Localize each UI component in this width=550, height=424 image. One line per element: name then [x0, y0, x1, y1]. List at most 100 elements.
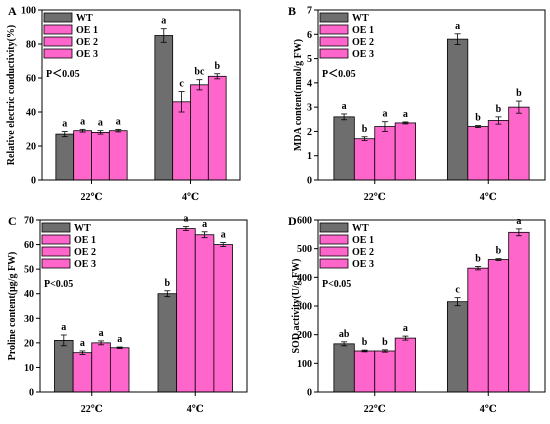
legend-swatch	[319, 48, 349, 59]
x-tick-label: 4℃	[182, 192, 199, 203]
significance-letter: a	[99, 328, 104, 339]
y-tick-label: 600	[297, 216, 312, 227]
legend-swatch	[41, 234, 71, 245]
bar-oe2-22c	[374, 350, 396, 393]
bar-oe1-4c	[176, 228, 196, 393]
legend-swatch	[41, 246, 71, 257]
y-tick-label: 20	[26, 142, 36, 153]
y-axis-label: Proline content(μg/g FW)	[7, 252, 18, 361]
y-tick-label: 70	[24, 216, 34, 227]
legend-swatch	[41, 222, 71, 233]
y-tick-label: 10	[24, 363, 34, 374]
bar-wt-4c	[154, 35, 174, 181]
significance-letter: a	[98, 118, 103, 129]
legend-swatch	[319, 36, 349, 47]
significance-letter: bc	[194, 67, 205, 78]
y-tick-label: 1	[307, 151, 312, 162]
bar-wt-22c	[54, 339, 74, 393]
significance-letter: a	[183, 214, 188, 225]
plot-frame	[39, 219, 248, 393]
significance-note: P＜0.05	[322, 68, 356, 80]
bar-oe1-4c	[467, 126, 489, 181]
bar-wt-4c	[446, 38, 469, 181]
significance-letter: a	[80, 338, 85, 349]
significance-note: P<0.05	[322, 279, 351, 290]
legend-label: OE 3	[76, 49, 98, 60]
significance-letter: a	[382, 109, 387, 120]
significance-letter: a	[342, 101, 347, 112]
significance-letter: a	[403, 323, 408, 334]
legend-label: WT	[76, 13, 93, 24]
bar-oe1-4c	[467, 267, 489, 393]
legend-swatch	[319, 222, 349, 233]
significance-letter: b	[165, 278, 171, 289]
legend-label: OE 2	[76, 37, 98, 48]
legend-label: WT	[352, 13, 369, 24]
legend-label: WT	[74, 223, 91, 234]
panel-b: B 0 1 2 3 4 5 6 7 MDA content(nmol/g FW) a b a a 22℃ a b…	[288, 4, 546, 203]
bar-oe2-22c	[91, 342, 111, 393]
significance-letter: c	[455, 285, 460, 296]
y-tick-label: 0	[307, 176, 312, 187]
y-tick-label: 5	[307, 54, 312, 65]
y-axis-label: Relative electric conductivity(%)	[6, 25, 17, 166]
significance-letter: c	[179, 79, 184, 90]
legend-swatch	[43, 48, 73, 59]
y-tick-label: 40	[24, 289, 34, 300]
bar-oe3-4c	[508, 231, 530, 393]
plot-frame	[317, 9, 546, 181]
legend-label: OE 3	[352, 49, 374, 60]
y-axis-label: MDA content(nmol/g FW)	[293, 39, 304, 151]
bar-oe3-22c	[109, 347, 130, 393]
x-tick-label: 22℃	[364, 404, 386, 415]
plot-frame	[41, 9, 241, 181]
y-tick-label: 300	[297, 302, 312, 313]
bar-wt-4c	[446, 301, 469, 393]
y-tick-label: 30	[24, 314, 34, 325]
bar-oe1-22c	[353, 138, 376, 181]
legend-swatch	[43, 24, 73, 35]
bar-oe2-22c	[374, 126, 396, 181]
legend-label: OE 1	[352, 25, 374, 36]
significance-letter: a	[403, 109, 408, 120]
legend-label: OE 3	[74, 259, 96, 270]
legend-label: OE 1	[76, 25, 98, 36]
panel-label: A	[8, 4, 17, 18]
y-axis-label: SOD activity(U/g FW)	[291, 259, 302, 354]
significance-letter: a	[221, 230, 226, 241]
legend-swatch	[319, 246, 349, 257]
y-tick-label: 100	[21, 6, 36, 17]
significance-letter: b	[214, 61, 220, 72]
bar-oe3-22c	[394, 122, 417, 181]
y-tick-label: 400	[297, 273, 312, 284]
legend-label: WT	[352, 223, 369, 234]
bar-oe1-22c	[72, 352, 93, 393]
bar-oe3-22c	[108, 130, 128, 181]
significance-letter: a	[202, 219, 207, 230]
legend-swatch	[43, 36, 73, 47]
bar-oe2-4c	[190, 84, 209, 181]
x-tick-label: 22℃	[81, 192, 103, 203]
significance-letter: a	[516, 216, 521, 227]
significance-letter: b	[516, 88, 522, 99]
legend-swatch	[319, 258, 349, 269]
bar-oe2-4c	[487, 120, 510, 181]
significance-letter: b	[362, 124, 368, 135]
y-tick-label: 6	[307, 30, 312, 41]
significance-letter: b	[496, 246, 502, 257]
x-tick-label: 4℃	[480, 192, 497, 203]
y-tick-label: 200	[297, 330, 312, 341]
significance-letter: ab	[339, 329, 350, 340]
legend-label: OE 2	[74, 247, 96, 258]
bar-wt-22c	[55, 133, 75, 181]
significance-letter: b	[362, 337, 368, 348]
x-tick-label: 4℃	[480, 404, 497, 415]
significance-letter: a	[62, 119, 67, 130]
significance-letter: b	[382, 337, 388, 348]
bar-oe3-4c	[508, 106, 530, 181]
panel-label: D	[288, 214, 297, 228]
bar-oe2-22c	[91, 131, 110, 181]
bar-oe1-22c	[353, 350, 376, 393]
legend-label: OE 2	[352, 37, 374, 48]
y-tick-label: 0	[29, 388, 34, 399]
